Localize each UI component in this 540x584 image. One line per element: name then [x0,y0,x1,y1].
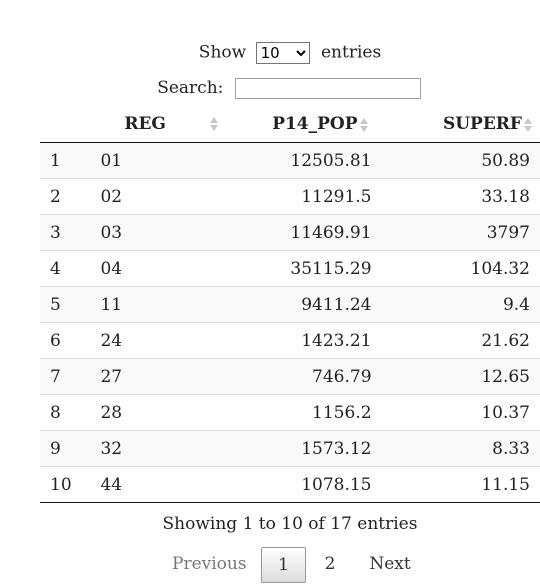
sort-icon [359,117,368,133]
search-label: Search: [157,78,224,98]
table-row: 4 04 35115.29 104.32 [40,250,540,287]
previous-page-button[interactable]: Previous [172,554,247,574]
cell-p14-pop: 11291.5 [223,178,382,215]
header-superf-label: SUPERF [442,114,522,134]
table-row: 5 11 9411.24 9.4 [40,286,540,323]
cell-index: 10 [40,466,101,503]
cell-p14-pop: 1156.2 [223,394,382,431]
search-filter: Search: [0,78,540,99]
cell-superf: 10.37 [381,394,540,431]
cell-index: 5 [40,286,101,323]
table-row: 7 27 746.79 12.65 [40,358,540,395]
table-row: 1 01 12505.81 50.89 [40,142,540,179]
cell-p14-pop: 1078.15 [223,466,382,503]
cell-p14-pop: 1423.21 [223,322,382,359]
cell-reg: 02 [100,178,224,215]
table-row: 6 24 1423.21 21.62 [40,322,540,359]
cell-reg: 03 [100,214,224,251]
cell-p14-pop: 12505.81 [223,142,382,179]
cell-index: 1 [40,142,101,179]
length-menu: Show 10 entries [0,42,540,64]
header-row: REG P14_POP SUPERF [40,106,540,143]
cell-index: 6 [40,322,101,359]
page-button-2[interactable]: 2 [324,554,336,574]
cell-reg: 44 [100,466,224,503]
table-row: 3 03 11469.91 3797 [40,214,540,251]
sort-icon [524,117,532,133]
data-table: REG P14_POP SUPERF 1 01 12505.81 50.89 2 [40,106,540,503]
header-superf[interactable]: SUPERF [381,106,540,143]
cell-index: 2 [40,178,101,215]
cell-superf: 12.65 [381,358,540,395]
cell-index: 4 [40,250,101,287]
cell-p14-pop: 11469.91 [223,214,382,251]
table-info: Showing 1 to 10 of 17 entries [162,514,418,534]
header-p14-pop[interactable]: P14_POP [223,106,382,143]
length-menu-prefix: Show [198,42,247,63]
pagination: Previous 1 2 Next [0,547,540,583]
table-row: 9 32 1573.12 8.33 [40,430,540,467]
cell-p14-pop: 746.79 [223,358,382,395]
cell-superf: 33.18 [381,178,540,215]
cell-superf: 21.62 [381,322,540,359]
cell-index: 3 [40,214,101,251]
length-menu-suffix: entries [321,42,382,63]
cell-superf: 8.33 [381,430,540,467]
search-input[interactable] [234,78,421,99]
header-index [40,106,101,143]
cell-reg: 11 [100,286,224,323]
cell-index: 9 [40,430,101,467]
cell-reg: 01 [100,142,224,179]
cell-reg: 27 [100,358,224,395]
cell-reg: 28 [100,394,224,431]
cell-reg: 04 [100,250,224,287]
cell-index: 8 [40,394,101,431]
cell-superf: 50.89 [381,142,540,179]
next-page-button[interactable]: Next [369,554,411,574]
cell-p14-pop: 9411.24 [223,286,382,323]
cell-superf: 3797 [381,214,540,251]
sort-icon [209,116,218,132]
header-reg-label: REG [124,114,166,134]
entries-per-page-select[interactable]: 10 [255,42,310,64]
cell-superf: 11.15 [381,466,540,503]
page-button-1[interactable]: 1 [261,547,306,583]
cell-superf: 104.32 [381,250,540,287]
cell-reg: 24 [100,322,224,359]
header-reg[interactable]: REG [100,106,224,143]
table-row: 10 44 1078.15 11.15 [40,466,540,503]
cell-p14-pop: 1573.12 [223,430,382,467]
cell-p14-pop: 35115.29 [223,250,382,287]
table-row: 2 02 11291.5 33.18 [40,178,540,215]
table-row: 8 28 1156.2 10.37 [40,394,540,431]
cell-reg: 32 [100,430,224,467]
cell-index: 7 [40,358,101,395]
cell-superf: 9.4 [381,286,540,323]
header-p14-pop-label: P14_POP [272,114,358,134]
